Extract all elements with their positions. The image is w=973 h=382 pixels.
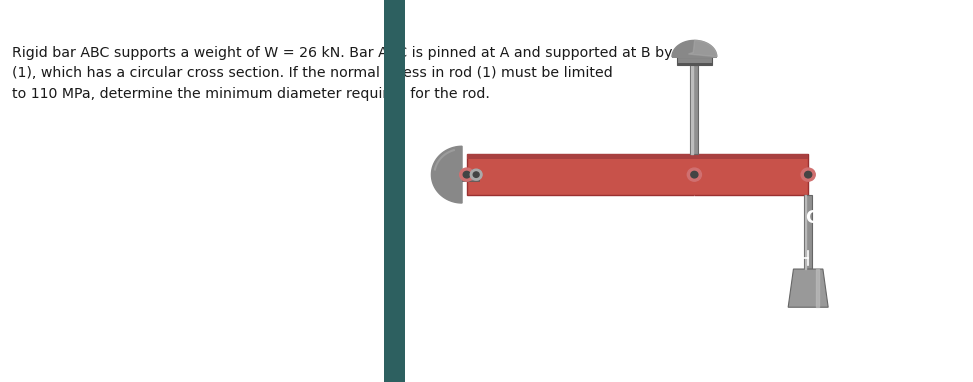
FancyBboxPatch shape [384,0,405,382]
Circle shape [473,172,479,177]
Text: 350 mm: 350 mm [718,268,784,283]
Polygon shape [689,40,717,57]
Circle shape [459,168,474,181]
Text: W: W [833,286,851,304]
Circle shape [801,168,815,181]
FancyBboxPatch shape [676,57,712,65]
Circle shape [687,168,702,181]
Text: B: B [692,209,704,227]
FancyBboxPatch shape [690,65,699,154]
Circle shape [691,172,698,178]
FancyBboxPatch shape [467,154,809,195]
FancyBboxPatch shape [676,63,712,65]
Text: 700 mm: 700 mm [548,268,614,283]
Text: (1): (1) [643,98,667,113]
FancyBboxPatch shape [805,195,812,269]
Circle shape [463,172,470,178]
FancyBboxPatch shape [462,168,479,181]
Text: A: A [467,209,480,227]
Text: C: C [806,209,817,227]
Circle shape [470,169,482,180]
Polygon shape [672,40,717,57]
Text: Rigid bar ABC supports a weight of W = 26 kN. Bar ABC is pinned at A and support: Rigid bar ABC supports a weight of W = 2… [12,46,700,101]
FancyBboxPatch shape [467,154,809,159]
Circle shape [805,172,811,178]
Polygon shape [788,269,828,307]
Polygon shape [431,146,462,203]
